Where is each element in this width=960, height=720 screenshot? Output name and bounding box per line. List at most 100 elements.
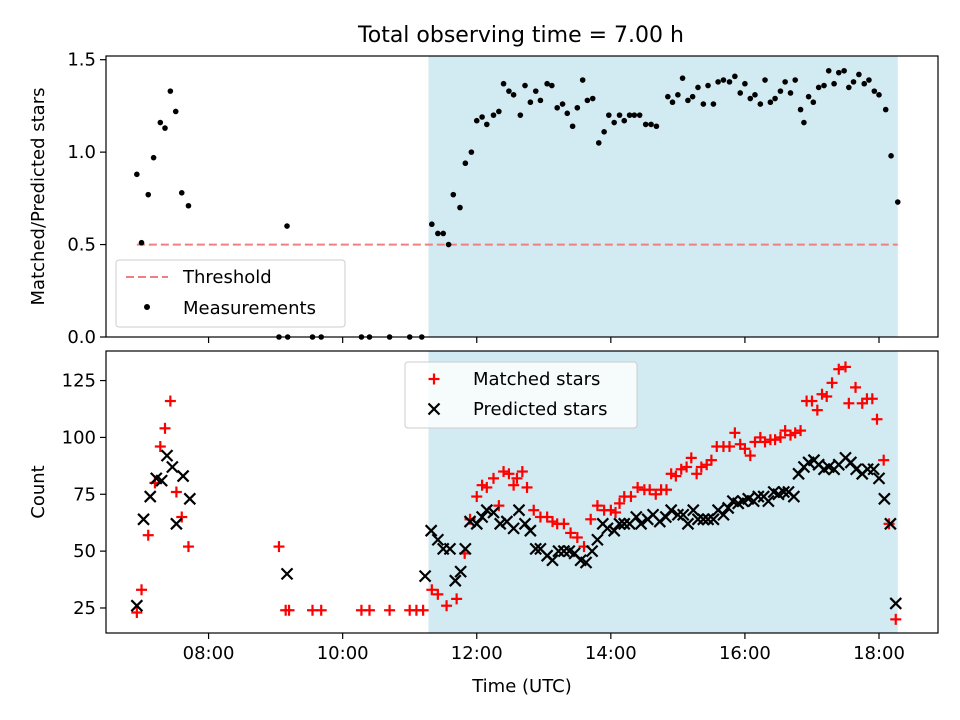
cross-stroke-b — [762, 494, 775, 508]
predicted-star-point — [878, 492, 891, 506]
cross-stroke-b — [137, 513, 150, 526]
measurement-point — [611, 119, 617, 126]
y-tick-label: 0.5 — [67, 235, 96, 256]
ratio-panel-frame — [105, 55, 939, 338]
cross-stroke-b — [418, 569, 432, 583]
predicted-star-point — [512, 503, 526, 517]
cross-stroke-b — [867, 462, 880, 476]
predicted-star-point — [697, 513, 710, 526]
matched-star-point — [176, 511, 188, 523]
matched-star-point — [769, 434, 781, 446]
cross-stroke-b — [143, 490, 157, 503]
cross-stroke-b — [681, 517, 695, 531]
matched-star-point — [315, 604, 327, 616]
matched-star-point — [154, 441, 166, 453]
measurement-point — [479, 114, 485, 120]
measurement-point — [429, 221, 435, 228]
predicted-star-point — [546, 553, 559, 567]
matched-star-point — [821, 390, 833, 402]
predicted-star-point — [585, 544, 599, 558]
cross-stroke-b — [150, 472, 163, 485]
measurement-point — [584, 97, 591, 104]
cross-stroke-b — [463, 515, 477, 528]
predicted-star-point — [130, 599, 144, 612]
predicted-star-point — [524, 524, 537, 537]
cross-stroke-b — [844, 456, 858, 469]
measurement-point — [167, 88, 174, 94]
measurement-point — [490, 112, 497, 118]
matched-stars-legend-label: Matched stars — [473, 369, 600, 390]
predicted-star-point — [480, 503, 494, 517]
matched-star-point — [273, 541, 285, 553]
matched-star-point — [432, 588, 444, 600]
measurement-point — [544, 80, 550, 87]
measurement-point — [866, 77, 872, 83]
predicted-star-point — [889, 597, 903, 610]
predicted-star-point — [664, 503, 678, 517]
count-y-axis-label: Count — [28, 465, 49, 518]
matched-star-point — [685, 452, 697, 464]
predicted-star-point — [630, 510, 643, 524]
predicted-star-point — [613, 517, 626, 531]
matched-star-point — [488, 472, 500, 484]
matched-star-point — [811, 404, 823, 416]
cross-stroke-b — [634, 517, 648, 531]
predicted-star-point — [762, 494, 775, 508]
y-tick-label: 50 — [73, 541, 96, 562]
cross-stroke-b — [480, 503, 494, 517]
measurement-point — [559, 101, 566, 107]
cross-stroke-b — [752, 490, 765, 503]
measurement-point — [715, 79, 721, 85]
measurement-point — [527, 99, 534, 106]
cross-stroke-b — [166, 460, 179, 474]
predicted-star-point — [701, 513, 715, 526]
measurement-point — [787, 90, 794, 96]
measurements-legend-swatch — [144, 304, 150, 310]
threshold-legend-label: Threshold — [182, 267, 272, 288]
matched-star-point — [571, 531, 583, 543]
matched-star-point — [471, 491, 483, 503]
measurement-point — [631, 112, 638, 118]
matched-star-point — [136, 584, 148, 596]
matched-star-point — [843, 397, 855, 409]
cross-stroke-b — [518, 517, 532, 531]
measurement-point — [138, 239, 145, 246]
predicted-star-point — [487, 506, 500, 519]
measurement-point — [805, 93, 812, 100]
predicted-star-point — [459, 542, 472, 556]
measurement-point — [606, 112, 612, 118]
cross-stroke-b — [884, 517, 897, 531]
measurement-point — [462, 160, 469, 167]
cross-stroke-b — [176, 469, 190, 483]
matched-star-point — [833, 363, 845, 375]
cross-stroke-b — [721, 501, 735, 515]
matched-star-point — [625, 491, 637, 503]
x-tick-label: 08:00 — [183, 643, 235, 664]
measurement-point — [450, 191, 457, 198]
matched-star-point — [451, 593, 463, 605]
matched-star-point — [610, 506, 622, 518]
measurement-point — [894, 199, 901, 205]
measurement-points — [134, 67, 901, 340]
cross-stroke-b — [552, 544, 565, 558]
cross-stroke-b — [889, 597, 903, 610]
predicted-star-point — [787, 490, 801, 503]
legend-plus-marker — [428, 373, 440, 385]
predicted-star-point — [449, 574, 462, 587]
cross-stroke-b — [822, 460, 835, 474]
measurement-point — [440, 230, 447, 237]
cross-stroke-b — [500, 515, 514, 528]
cross-stroke-b — [646, 508, 660, 522]
measurement-point — [835, 69, 842, 76]
cross-stroke-b — [443, 542, 457, 556]
measurement-point — [720, 77, 727, 83]
measurement-point — [496, 108, 502, 115]
cross-stroke-b — [664, 503, 678, 517]
matched-star-point — [363, 604, 375, 616]
cross-stroke-b — [562, 544, 576, 558]
matched-star-point — [890, 613, 902, 625]
matched-star-point — [516, 466, 528, 478]
cross-stroke-b — [717, 508, 730, 522]
measurement-point — [564, 110, 571, 117]
predicted-star-point — [160, 449, 174, 462]
